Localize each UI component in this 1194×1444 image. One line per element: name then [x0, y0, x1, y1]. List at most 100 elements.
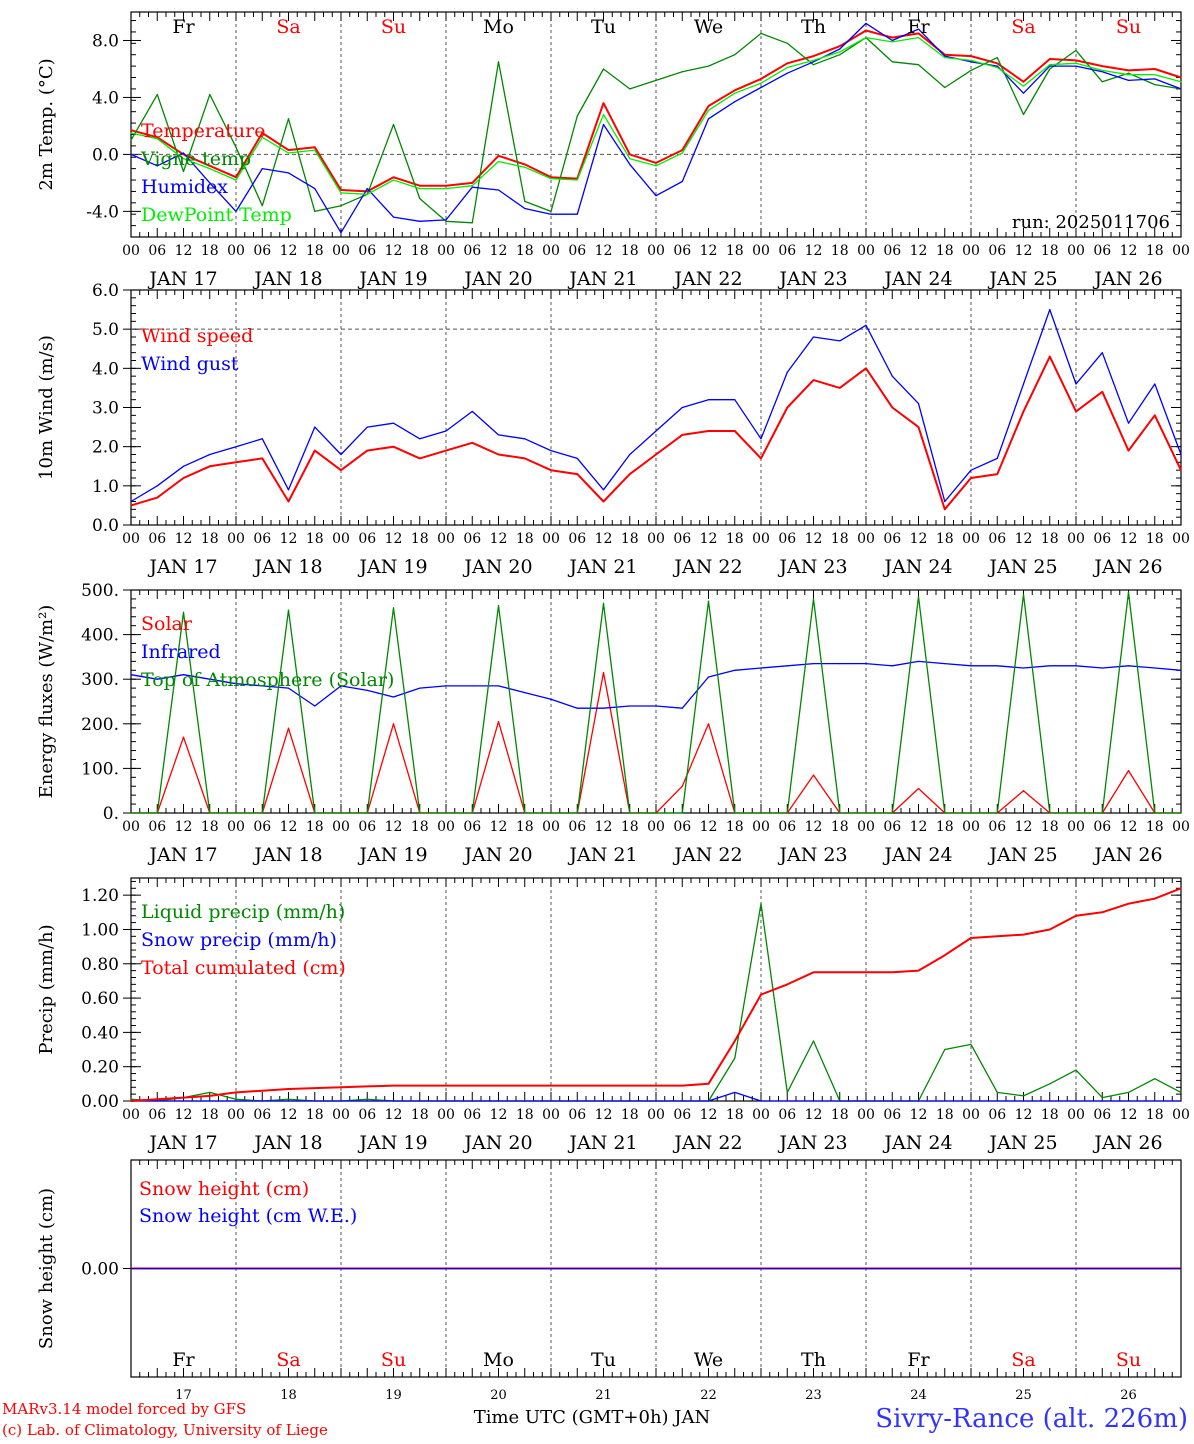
y-tick-label: -4.0 [86, 202, 119, 222]
day-number: 17 [175, 1388, 192, 1403]
data-point [182, 477, 185, 479]
weekday-label: Su [1116, 16, 1141, 38]
data-point [471, 186, 473, 188]
series-line-red [130, 355, 1182, 511]
data-point [497, 160, 500, 163]
day-label: JAN 20 [462, 844, 532, 866]
y-tick-label: 8.0 [92, 31, 119, 51]
data-point [445, 220, 447, 222]
day-number: 23 [805, 1388, 822, 1403]
data-point [865, 29, 867, 32]
data-point [602, 1100, 605, 1102]
data-point [1075, 49, 1077, 52]
legend-entry: Infrared [141, 641, 221, 663]
hour-label: 12 [1015, 243, 1033, 259]
data-point [760, 438, 762, 440]
data-point [734, 54, 736, 56]
data-point [235, 210, 237, 212]
data-point [629, 1084, 631, 1087]
data-point [471, 410, 473, 413]
data-point [1049, 1083, 1051, 1085]
y-tick-label: 6.0 [92, 281, 119, 301]
hour-label: 12 [490, 531, 508, 547]
data-point [760, 78, 762, 80]
y-tick-label: 500. [81, 581, 119, 601]
data-point [366, 812, 368, 814]
data-point [471, 442, 473, 444]
data-point [681, 149, 683, 151]
hour-label: 00 [332, 531, 350, 547]
data-point [944, 55, 946, 57]
data-point [235, 179, 237, 181]
data-point [261, 438, 263, 440]
hour-label: 00 [752, 1107, 770, 1123]
data-point [497, 155, 500, 157]
data-point [944, 508, 946, 510]
data-point [287, 1088, 290, 1090]
hour-label: 00 [122, 819, 140, 835]
hour-label: 12 [385, 531, 403, 547]
data-point [1154, 78, 1156, 80]
data-point [235, 1091, 237, 1094]
data-point [970, 61, 972, 63]
hour-label: 12 [1120, 1107, 1138, 1123]
data-point [576, 1084, 578, 1087]
data-point [287, 1100, 290, 1102]
hour-label: 12 [595, 243, 613, 259]
data-point [1049, 308, 1051, 311]
hour-label: 00 [647, 1107, 665, 1123]
legend-entry: Temperature [141, 120, 265, 142]
hour-label: 12 [805, 243, 823, 259]
hour-label: 06 [463, 243, 481, 259]
hour-label: 12 [280, 1107, 298, 1123]
data-point [287, 1098, 290, 1100]
data-point [839, 812, 841, 814]
data-point [1022, 1095, 1025, 1097]
data-point [996, 812, 998, 814]
data-point [891, 971, 893, 973]
data-point [576, 707, 578, 709]
day-label: JAN 19 [357, 1132, 427, 1154]
data-point [629, 163, 631, 165]
hour-label: 00 [332, 243, 350, 259]
data-point [839, 48, 841, 50]
data-point [1154, 414, 1156, 416]
hour-label: 00 [1067, 243, 1085, 259]
day-label: JAN 18 [252, 1132, 322, 1154]
hour-label: 12 [700, 531, 718, 547]
y-tick-label: 4.0 [92, 359, 119, 379]
hour-label: 06 [778, 819, 796, 835]
hour-label: 06 [358, 1107, 376, 1123]
model-credit: MARv3.14 model forced by GFS [2, 1400, 246, 1418]
hour-label: 06 [883, 243, 901, 259]
data-point [970, 55, 972, 57]
hour-label: 00 [122, 531, 140, 547]
data-point [471, 185, 473, 187]
day-number: 26 [1120, 1388, 1137, 1403]
data-point [681, 1084, 683, 1087]
hour-label: 12 [280, 531, 298, 547]
data-point [839, 54, 841, 56]
data-point [261, 132, 263, 134]
y-tick-label: 0.20 [81, 1058, 119, 1078]
hour-label: 00 [437, 1107, 455, 1123]
hour-label: 18 [201, 243, 219, 259]
data-point [287, 727, 290, 729]
hour-label: 06 [883, 531, 901, 547]
hour-label: 00 [332, 819, 350, 835]
data-point [1180, 469, 1182, 471]
hour-label: 00 [1067, 819, 1085, 835]
day-label: JAN 20 [462, 268, 532, 290]
data-point [314, 812, 316, 814]
data-point [1154, 897, 1156, 900]
hour-label: 06 [673, 243, 691, 259]
hour-label: 18 [516, 243, 534, 259]
data-point [865, 367, 867, 369]
hour-label: 18 [1146, 531, 1164, 547]
hour-label: 06 [1093, 243, 1111, 259]
weekday-label: We [694, 1349, 723, 1371]
data-point [1075, 62, 1077, 64]
data-point [156, 136, 158, 138]
data-point [629, 812, 631, 814]
data-point [629, 705, 631, 707]
